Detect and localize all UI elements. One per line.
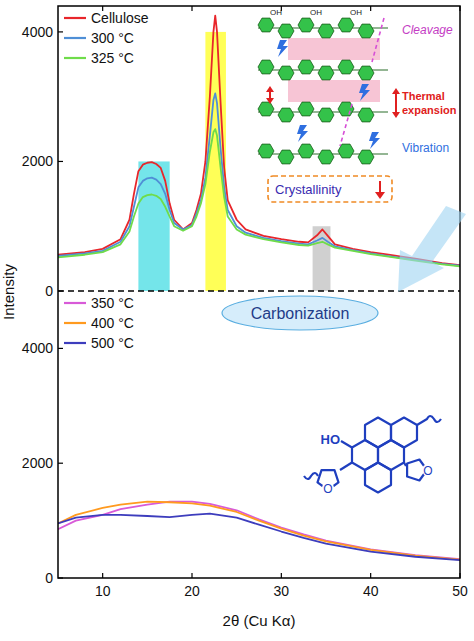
chain-end <box>304 473 318 479</box>
crystallinity-box <box>268 176 392 202</box>
furan-oxygen: O <box>423 464 432 478</box>
glucose-ring <box>278 66 294 80</box>
y-axis-title: Intensity <box>0 264 17 320</box>
carbonization-bubble <box>222 296 378 330</box>
cleavage-line <box>372 18 384 62</box>
cellulose-schematic: OH OH OH <box>258 8 400 164</box>
thermal-expansion-label: Thermal expansion <box>402 90 457 116</box>
legend-swatch <box>64 322 86 324</box>
glucose-ring <box>338 144 354 158</box>
legend-label: 500 °C <box>91 335 134 351</box>
series-line <box>58 93 460 265</box>
series-line <box>58 502 460 559</box>
decrease-arrow <box>379 181 381 193</box>
glucose-ring <box>298 60 314 74</box>
pink-gap <box>288 80 380 102</box>
glucose-ring <box>298 102 314 116</box>
glucose-ring <box>258 144 274 158</box>
glucose-ring <box>298 18 314 32</box>
vibration-label: Vibration <box>402 141 449 155</box>
legend-swatch <box>64 342 86 344</box>
vibration-bolt <box>359 84 370 101</box>
y-tick-label: 4000 <box>22 24 53 40</box>
y-tick-label: 2000 <box>22 455 53 471</box>
plot-area <box>58 16 460 291</box>
glucose-ring <box>258 102 274 116</box>
series-line <box>58 16 460 265</box>
y-tick-label: 2000 <box>22 153 53 169</box>
figure: Cellulose 300 °C 325 °C 0 2000 4000 Intensity 3… <box>0 0 474 641</box>
legend-swatch <box>64 37 86 39</box>
carbonization-label: Carbonization <box>251 305 350 322</box>
glucose-ring <box>258 18 274 32</box>
glucose-ring <box>358 150 374 164</box>
series-line <box>58 502 460 560</box>
arrow-head <box>266 98 274 104</box>
cleavage-label: Cleavage <box>402 23 453 37</box>
legend-label: 325 °C <box>91 50 134 66</box>
frame <box>58 6 460 578</box>
transition-arrow <box>398 206 466 292</box>
vibration-bolt <box>369 132 380 149</box>
glucose-ring <box>298 144 314 158</box>
bond <box>404 463 406 467</box>
legend-swatch <box>64 17 86 19</box>
double-arrow <box>269 91 271 99</box>
label-line: Thermal <box>402 90 445 102</box>
series-line <box>58 129 460 266</box>
aromatic-ring <box>391 418 417 448</box>
glucose-ring <box>358 66 374 80</box>
vibration-bolt <box>297 125 308 142</box>
y-tick-label: 0 <box>45 570 53 586</box>
hydroxyl-label: OH <box>270 8 282 17</box>
glucose-ring <box>318 24 334 38</box>
legend-swatch <box>64 57 86 59</box>
glucose-ring <box>278 108 294 122</box>
glucose-ring <box>358 24 374 38</box>
glucose-ring <box>358 108 374 122</box>
arrow-head <box>266 86 274 92</box>
x-axis-title: 2θ (Cu Kα) <box>223 612 296 629</box>
label-line: expansion <box>402 104 457 116</box>
x-tick-label: 20 <box>184 583 200 599</box>
aromatic-ring <box>365 418 391 448</box>
glucose-ring <box>318 150 334 164</box>
legend-label: 300 °C <box>91 30 134 46</box>
y-tick-label: 0 <box>45 283 53 299</box>
cleavage-line <box>340 104 352 146</box>
bond <box>341 441 352 448</box>
x-tick-label: 10 <box>95 583 111 599</box>
legend-swatch <box>64 302 86 304</box>
glucose-ring <box>338 18 354 32</box>
chain-end <box>417 416 441 425</box>
x-tick-label: 40 <box>363 583 379 599</box>
aromatic-ring <box>365 463 391 493</box>
bond <box>340 463 352 471</box>
arrow-head <box>375 192 385 199</box>
glucose-ring <box>338 60 354 74</box>
hydroxyl-label: HO <box>321 432 341 447</box>
x-tick-label: 30 <box>274 583 290 599</box>
glucose-ring <box>318 108 334 122</box>
legend-label: Cellulose <box>91 10 149 26</box>
arrow-head <box>392 88 400 94</box>
furan-oxygen: O <box>323 482 332 496</box>
hydroxyl-label: OH <box>310 8 322 17</box>
glucose-ring <box>258 60 274 74</box>
x-tick-label: 50 <box>452 583 468 599</box>
glucose-ring <box>278 24 294 38</box>
y-tick-label: 4000 <box>22 340 53 356</box>
glucose-ring <box>318 66 334 80</box>
series-line <box>58 514 460 561</box>
legend-label: 350 °C <box>91 295 134 311</box>
arrow-head <box>392 112 400 118</box>
glucose-ring <box>278 150 294 164</box>
legend-label: 400 °C <box>91 315 134 331</box>
crystallinity-label: Crystallinity <box>275 182 342 197</box>
plot-area <box>58 502 460 561</box>
double-arrow <box>395 93 397 113</box>
hydroxyl-label: OH <box>350 8 362 17</box>
vibration-bolt <box>277 40 288 57</box>
pink-gap <box>288 38 380 60</box>
